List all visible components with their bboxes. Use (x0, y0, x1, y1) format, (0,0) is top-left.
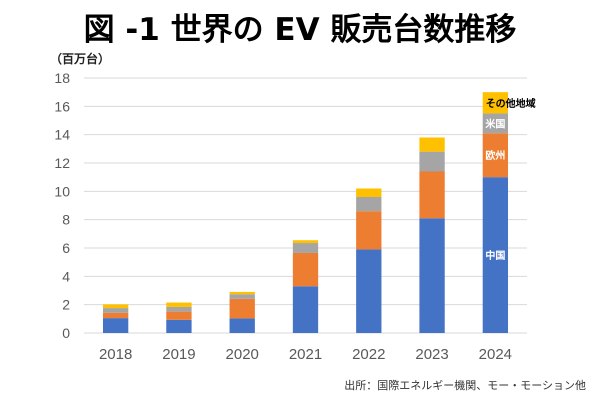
y-tick-label: 6 (62, 240, 70, 256)
bar-segment-2021-2 (292, 243, 319, 253)
bar-segment-2019-2 (166, 306, 192, 312)
bar-segment-2024-3 (482, 92, 509, 114)
bar-segment-2022-3 (356, 188, 382, 197)
y-tick-label: 4 (62, 268, 70, 284)
x-axis-ticks: 2018 2019 2020 2021 2022 2023 2024 (99, 346, 512, 363)
source-note: 出所：国際エネルギー機関、モー・モーション他 (344, 379, 586, 392)
bar-segment-2022-2 (356, 197, 382, 212)
y-tick-label: 8 (62, 212, 70, 228)
x-tick-label: 2018 (99, 346, 132, 363)
bar-segment-2018-0 (102, 318, 129, 333)
segment-label: 中国 (485, 249, 505, 262)
bar-segment-2018-1 (102, 312, 129, 319)
x-tick-label: 2023 (415, 346, 448, 363)
bar-segment-2019-0 (166, 319, 192, 333)
bar-segment-2020-1 (229, 298, 255, 319)
bar-segment-2024-1 (482, 133, 509, 178)
x-tick-label: 2024 (479, 346, 512, 363)
y-tick-label: 14 (54, 127, 70, 143)
x-tick-label: 2021 (289, 346, 322, 363)
bar-segment-2022-0 (356, 249, 382, 333)
y-axis-ticks: 0 2 4 6 8 10 12 14 16 18 (54, 70, 70, 341)
bar-segment-2024-2 (482, 113, 509, 134)
bar-segment-2018-2 (102, 308, 129, 313)
segment-label: 欧州 (485, 149, 505, 162)
bar-segment-2018-3 (102, 304, 129, 309)
y-tick-label: 18 (54, 70, 70, 86)
bar-segment-2020-3 (229, 291, 255, 295)
bar-segment-2023-0 (419, 218, 445, 333)
segment-label: 米国 (485, 117, 505, 130)
y-tick-label: 12 (54, 155, 70, 171)
y-axis-unit-label: （百万台） (50, 52, 111, 66)
bar-segment-2021-1 (292, 252, 319, 287)
bar-segment-2019-3 (166, 302, 192, 307)
x-tick-label: 2019 (162, 346, 195, 363)
x-tick-label: 2020 (226, 346, 259, 363)
chart-title: 図 -1 世界の EV 販売台数推移 (83, 12, 517, 48)
y-tick-label: 2 (62, 297, 70, 313)
segment-labels: 中国 欧州 米国 その他地域 (485, 97, 535, 262)
segment-label: その他地域 (486, 97, 536, 110)
bar-segment-2020-2 (229, 294, 255, 299)
bar-segment-2023-3 (419, 137, 445, 152)
bar-segment-2022-1 (356, 211, 382, 250)
bar-segment-2021-0 (292, 286, 319, 333)
bars (102, 92, 509, 333)
bar-segment-2023-2 (419, 151, 445, 172)
y-tick-label: 0 (62, 325, 70, 341)
y-tick-label: 10 (54, 183, 70, 199)
bar-segment-2020-0 (229, 318, 255, 333)
y-tick-label: 16 (54, 98, 70, 114)
bar-segment-2019-1 (166, 311, 192, 320)
x-tick-label: 2022 (352, 346, 385, 363)
bar-segment-2024-0 (482, 177, 509, 333)
bar-segment-2021-3 (292, 240, 319, 244)
bar-segment-2023-1 (419, 171, 445, 219)
